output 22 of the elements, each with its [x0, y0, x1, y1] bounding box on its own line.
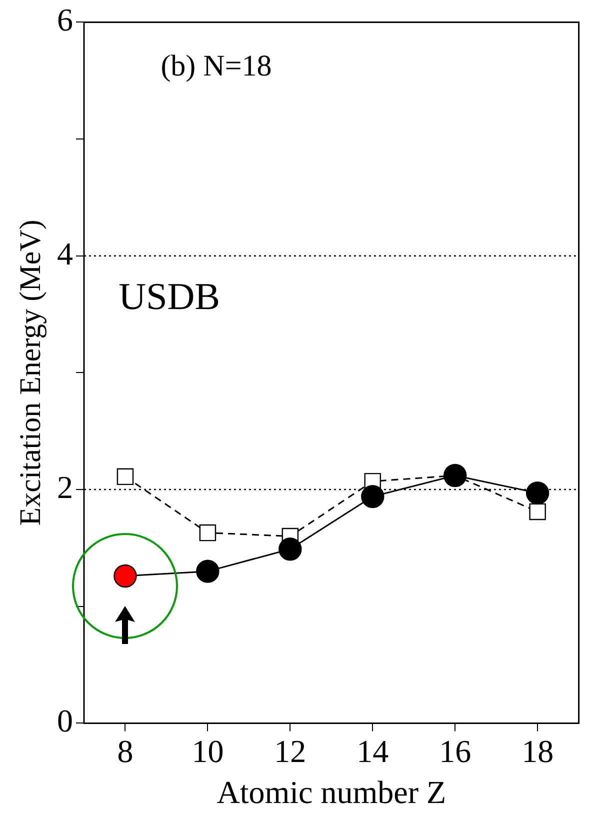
point: [526, 481, 550, 505]
y-tick-label: 0: [57, 702, 73, 739]
point: [278, 538, 302, 561]
x-axis-title: Atomic number Z: [216, 774, 446, 810]
point: [114, 564, 137, 588]
x-tick-label: 16: [439, 732, 472, 769]
annotation: (b) N=18: [160, 50, 272, 83]
annotation: USDB: [118, 276, 220, 318]
point: [199, 524, 216, 542]
y-tick-label: 4: [57, 235, 73, 272]
x-tick-label: 8: [117, 732, 134, 769]
x-tick-label: 12: [274, 732, 306, 769]
point: [361, 484, 384, 508]
y-axis-title: Excitation Energy (MeV): [14, 220, 47, 526]
y-tick-label: 6: [57, 2, 73, 38]
point: [529, 503, 546, 520]
x-tick-label: 10: [192, 732, 224, 769]
y-tick-label: 2: [57, 468, 73, 505]
x-tick-label: 14: [356, 732, 389, 769]
point: [196, 560, 220, 583]
point: [116, 468, 134, 486]
x-tick-label: 18: [522, 732, 554, 769]
